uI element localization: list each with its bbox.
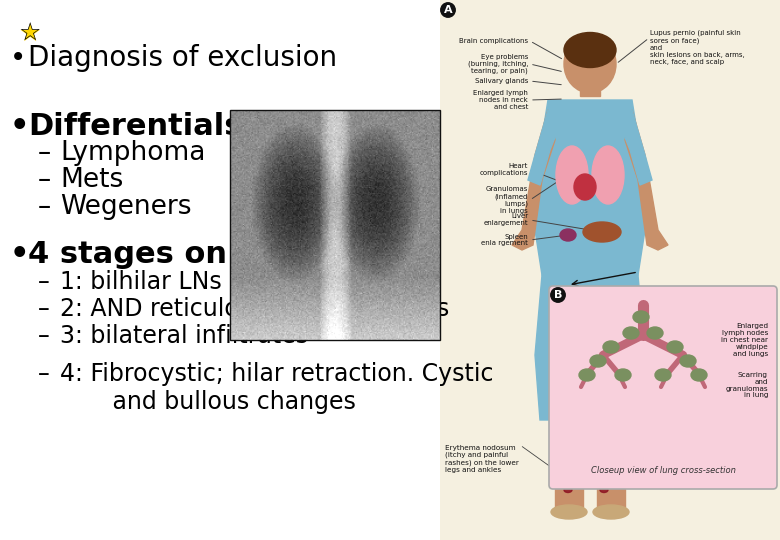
- Text: –: –: [38, 167, 51, 193]
- Ellipse shape: [564, 462, 572, 468]
- Text: Mets: Mets: [60, 167, 123, 193]
- Text: B: B: [554, 290, 562, 300]
- Ellipse shape: [574, 174, 596, 200]
- Text: A: A: [444, 5, 452, 15]
- Text: Closeup view of lung cross-section: Closeup view of lung cross-section: [590, 466, 736, 475]
- Text: Liver
enlargement: Liver enlargement: [484, 213, 528, 226]
- Text: –: –: [38, 297, 50, 321]
- Text: Salivary glands: Salivary glands: [474, 78, 528, 84]
- Polygon shape: [535, 275, 645, 420]
- Ellipse shape: [579, 369, 595, 381]
- Text: •: •: [10, 112, 30, 141]
- Bar: [555, 418, 583, 510]
- Text: 2: AND reticulonodular infiltrates: 2: AND reticulonodular infiltrates: [60, 297, 449, 321]
- Ellipse shape: [590, 355, 606, 367]
- Ellipse shape: [564, 472, 572, 477]
- Text: 1: bilhilar LNs: 1: bilhilar LNs: [60, 270, 222, 294]
- Text: Scarring
and
granulomas
in lung: Scarring and granulomas in lung: [725, 372, 768, 399]
- Polygon shape: [512, 110, 555, 250]
- Bar: [580, 70, 600, 96]
- Text: •: •: [10, 240, 30, 269]
- Ellipse shape: [564, 488, 572, 492]
- Text: Spleen
enla rgement: Spleen enla rgement: [481, 233, 528, 246]
- Ellipse shape: [603, 341, 619, 353]
- Ellipse shape: [592, 146, 624, 204]
- Ellipse shape: [564, 35, 616, 93]
- Ellipse shape: [551, 505, 587, 519]
- Polygon shape: [535, 100, 645, 275]
- Polygon shape: [528, 110, 560, 185]
- Polygon shape: [620, 110, 652, 185]
- Text: –: –: [38, 362, 50, 386]
- Ellipse shape: [560, 229, 576, 241]
- Bar: [597, 418, 625, 510]
- Bar: [230, 110, 440, 340]
- Text: ★: ★: [18, 22, 41, 46]
- Ellipse shape: [600, 472, 608, 477]
- Ellipse shape: [583, 222, 621, 242]
- Ellipse shape: [680, 355, 696, 367]
- Text: 4 stages on CXR: 4 stages on CXR: [28, 240, 307, 269]
- Text: Enlarged
lymph nodes
in chest near
windpipe
and lungs: Enlarged lymph nodes in chest near windp…: [721, 323, 768, 357]
- Text: Lupus pernio (painful skin
sores on face)
and
skin lesions on back, arms,
neck, : Lupus pernio (painful skin sores on face…: [650, 30, 745, 65]
- Text: Diagnosis of exclusion: Diagnosis of exclusion: [28, 44, 337, 72]
- Ellipse shape: [615, 369, 631, 381]
- Ellipse shape: [655, 369, 671, 381]
- Text: 4: Fibrocystic; hilar retraction. Cystic
       and bullous changes: 4: Fibrocystic; hilar retraction. Cystic…: [60, 362, 494, 414]
- Text: ☆: ☆: [18, 22, 41, 46]
- Text: Granulomas
(inflamed
lumps)
in lungs: Granulomas (inflamed lumps) in lungs: [486, 186, 528, 214]
- Polygon shape: [625, 110, 668, 250]
- Ellipse shape: [691, 369, 707, 381]
- Ellipse shape: [633, 311, 649, 323]
- Text: –: –: [38, 140, 51, 166]
- Text: •: •: [10, 44, 27, 72]
- Ellipse shape: [600, 488, 608, 492]
- FancyBboxPatch shape: [549, 286, 777, 489]
- Ellipse shape: [600, 462, 608, 468]
- Ellipse shape: [556, 146, 588, 204]
- Text: –: –: [38, 270, 50, 294]
- Ellipse shape: [667, 341, 683, 353]
- Text: 3: bilateral infiltrates: 3: bilateral infiltrates: [60, 324, 308, 348]
- Ellipse shape: [647, 327, 663, 339]
- Bar: [440, 0, 780, 540]
- Ellipse shape: [593, 505, 629, 519]
- Text: –: –: [38, 194, 51, 220]
- Text: Eye problems
(burning, itching,
tearing, or pain): Eye problems (burning, itching, tearing,…: [467, 53, 528, 75]
- Text: Heart
complications: Heart complications: [480, 164, 528, 177]
- Text: Lymphoma: Lymphoma: [60, 140, 205, 166]
- Text: Brain complications: Brain complications: [459, 38, 528, 44]
- Text: Wegeners: Wegeners: [60, 194, 192, 220]
- Ellipse shape: [564, 32, 616, 68]
- Text: Erythema nodosum
(itchy and painful
rashes) on the lower
legs and ankles: Erythema nodosum (itchy and painful rash…: [445, 445, 519, 473]
- Ellipse shape: [564, 453, 572, 457]
- Text: –: –: [38, 324, 50, 348]
- Ellipse shape: [623, 327, 639, 339]
- Text: Enlarged lymph
nodes in neck
and chest: Enlarged lymph nodes in neck and chest: [473, 90, 528, 110]
- Text: Differentials:: Differentials:: [28, 112, 254, 141]
- Ellipse shape: [600, 453, 608, 457]
